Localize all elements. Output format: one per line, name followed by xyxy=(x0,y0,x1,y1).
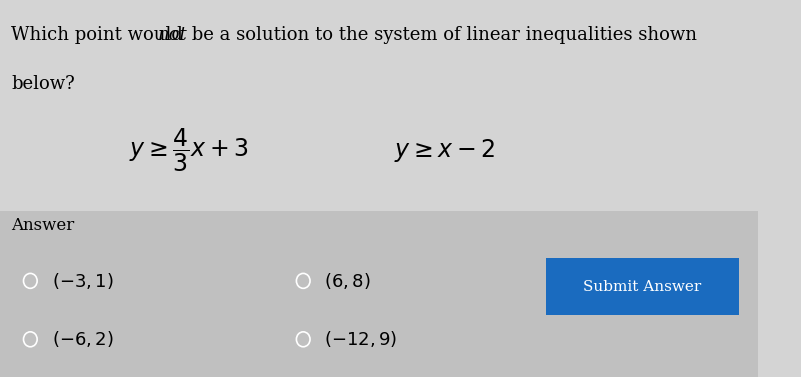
Text: Submit Answer: Submit Answer xyxy=(583,279,701,294)
Text: not: not xyxy=(158,26,187,44)
Text: Answer: Answer xyxy=(11,217,74,234)
Text: $(-3,1)$: $(-3,1)$ xyxy=(51,271,113,291)
Text: $y \geq x-2$: $y \geq x-2$ xyxy=(394,137,495,164)
Text: $(-6,2)$: $(-6,2)$ xyxy=(51,329,113,349)
Text: $(-12,9)$: $(-12,9)$ xyxy=(324,329,397,349)
Text: $(6,8)$: $(6,8)$ xyxy=(324,271,371,291)
FancyBboxPatch shape xyxy=(0,211,758,377)
FancyBboxPatch shape xyxy=(545,258,739,315)
Text: Which point would: Which point would xyxy=(11,26,189,44)
Text: below?: below? xyxy=(11,75,75,93)
Text: be a solution to the system of linear inequalities shown: be a solution to the system of linear in… xyxy=(187,26,698,44)
Text: $y \geq \dfrac{4}{3}x+3$: $y \geq \dfrac{4}{3}x+3$ xyxy=(129,127,248,175)
